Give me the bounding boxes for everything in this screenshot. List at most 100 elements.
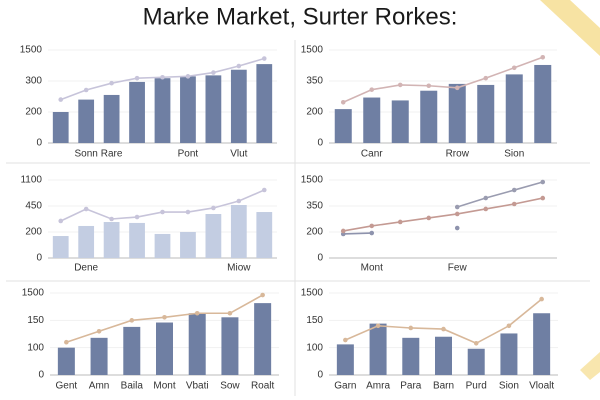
bar [52, 112, 69, 143]
bar [391, 100, 409, 143]
point [261, 56, 267, 61]
bar [467, 348, 485, 375]
y-tick-label: 200 [306, 227, 323, 238]
y-tick-label: 1500 [20, 45, 43, 56]
bar [334, 109, 352, 143]
x-tick-label: Miow [227, 263, 251, 274]
point [369, 230, 375, 236]
x-tick-label: Canr [361, 149, 383, 160]
bar [103, 222, 120, 258]
bar [254, 303, 272, 375]
bar [230, 205, 247, 258]
y-tick-label: 150 [306, 315, 323, 326]
point [483, 75, 489, 81]
y-tick-label: 1100 [20, 175, 42, 186]
point [397, 82, 403, 88]
point [473, 340, 479, 346]
x-tick-label: Sow [220, 381, 240, 392]
point [211, 205, 216, 211]
point [511, 201, 517, 207]
x-tick-label: Dene [74, 263, 98, 274]
x-tick-label: Vbati [186, 381, 209, 392]
bar [103, 94, 120, 143]
x-tick-label: Mont [153, 381, 175, 392]
point [511, 65, 517, 71]
decoration [580, 352, 600, 380]
y-tick-label: 350 [306, 76, 323, 87]
point [426, 215, 432, 221]
y-tick-label: 450 [25, 201, 42, 212]
bar [336, 344, 354, 375]
y-tick-label: 350 [306, 201, 323, 212]
point [454, 225, 460, 231]
y-tick-label: 200 [25, 227, 42, 238]
point [64, 339, 69, 345]
point [185, 209, 191, 215]
x-tick-label: Sion [499, 381, 519, 392]
point [454, 211, 460, 217]
point [83, 87, 89, 93]
point [540, 179, 546, 185]
x-tick-label: Purd [466, 381, 487, 392]
bar [156, 322, 173, 375]
point [129, 318, 135, 323]
point [162, 314, 167, 320]
bar [435, 336, 452, 375]
point [58, 218, 64, 224]
bar [534, 64, 552, 143]
point [343, 337, 348, 343]
bar [256, 212, 273, 258]
point [261, 187, 267, 193]
y-tick-label: 1500 [301, 45, 324, 56]
bar [129, 222, 145, 258]
y-tick-label: 0 [38, 370, 44, 381]
bar [78, 225, 95, 258]
bar [129, 81, 145, 143]
point [369, 223, 375, 229]
bar [420, 90, 438, 143]
bar [90, 337, 108, 375]
point [483, 195, 489, 201]
point [160, 74, 165, 80]
bar [180, 76, 196, 143]
y-tick-label: 0 [317, 138, 323, 149]
bar [78, 99, 95, 143]
point [58, 97, 64, 102]
point [340, 99, 346, 105]
point [454, 204, 460, 210]
y-tick-label: 1500 [301, 175, 324, 186]
point [227, 310, 233, 316]
line [342, 56, 544, 104]
bar [230, 69, 247, 143]
x-tick-label: Gent [56, 381, 78, 392]
bar [369, 323, 387, 375]
bar [205, 75, 222, 143]
point [211, 70, 216, 75]
point [109, 216, 114, 222]
y-tick-label: 0 [317, 253, 323, 264]
x-tick-label: Sion [504, 149, 524, 160]
x-tick-label: Amn [89, 381, 110, 392]
y-tick-label: 0 [36, 138, 42, 149]
bar [363, 97, 381, 143]
point [511, 187, 517, 193]
x-tick-label: Baila [121, 381, 144, 392]
page-title: Marke Market, Surter Rorkes: [143, 3, 458, 30]
bar [188, 313, 206, 375]
bar [154, 233, 171, 258]
y-tick-label: 1500 [22, 288, 45, 299]
bar [205, 214, 222, 258]
x-tick-label: Rrow [446, 149, 470, 160]
y-tick-label: 150 [27, 315, 44, 326]
point [340, 228, 346, 234]
point [83, 206, 89, 212]
bar [448, 83, 466, 143]
x-tick-label: Pont [178, 149, 199, 160]
point [134, 75, 140, 81]
point [236, 63, 242, 69]
bar [154, 78, 171, 143]
line [343, 228, 457, 234]
x-tick-label: Sonn [74, 149, 97, 160]
decoration [540, 0, 600, 56]
